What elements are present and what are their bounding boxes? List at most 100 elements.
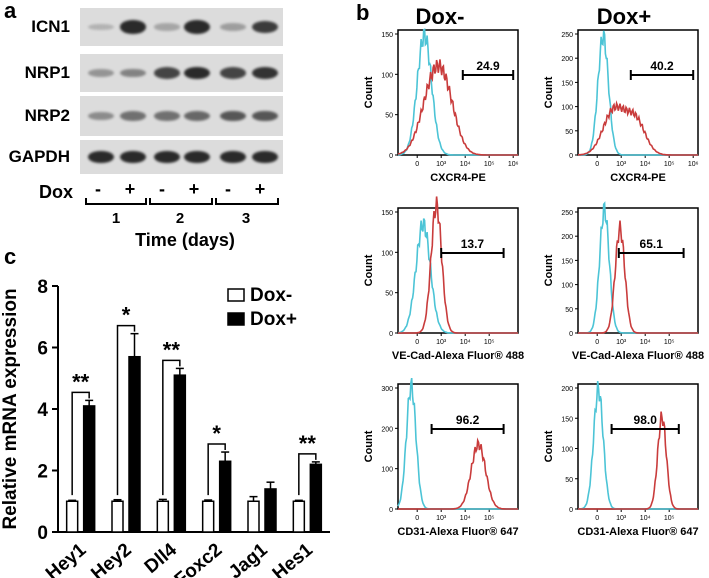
- significance-marker: *: [212, 421, 221, 446]
- y-axis-label: Relative mRNA expression: [0, 288, 21, 529]
- blot-band: [120, 68, 146, 78]
- stained-histogram: [397, 59, 518, 156]
- y-tick-label: 150: [381, 32, 393, 39]
- mrna-expression-bar-chart: 0 2 4 6 8 Relative mRNA expression ** Hey1 * Hey2…: [0, 277, 330, 578]
- x-axis-label: CD31-Alexa Fluor® 647: [577, 526, 698, 538]
- dox-row-label: Dox: [38, 182, 73, 202]
- y-axis-label: Count: [363, 430, 375, 462]
- blot-band: [220, 150, 246, 164]
- dox-sign: -: [159, 179, 165, 199]
- x-tick-label: 10⁴: [460, 339, 471, 346]
- panel-a-letter: a: [4, 0, 17, 23]
- x-tick-label: 0: [595, 161, 599, 168]
- plot-area: 0 2 4 6 8 Relative mRNA expression ** Hey1 * Hey2…: [0, 277, 330, 578]
- panel-b-letter: b: [356, 0, 370, 25]
- x-tick-label: 10³: [616, 161, 627, 168]
- y-tick-label: 150: [561, 258, 573, 265]
- x-tick-label: 10³: [616, 339, 627, 346]
- y-tick-label: 50: [565, 477, 573, 484]
- x-tick-label: 0: [415, 515, 419, 522]
- x-tick-label: 10³: [436, 515, 447, 522]
- y-tick-label: 100: [561, 105, 573, 112]
- flow-header-dox-minus: Dox-: [415, 4, 465, 29]
- y-axis-label: Count: [543, 254, 555, 286]
- flow-histogram: 0 100 200 300 0 10³ 10⁴ 10⁵ Count CD31-Alexa Fluo…: [363, 377, 519, 538]
- blot-band: [252, 21, 278, 33]
- y-tick-label: 50: [385, 113, 393, 120]
- category-label: Jag1: [225, 539, 272, 578]
- y-tick-label: 0: [389, 331, 393, 338]
- legend-label: Dox-: [250, 285, 292, 306]
- legend-label: Dox+: [250, 309, 297, 330]
- y-axis-label: Count: [363, 76, 375, 108]
- time-axis-label: Time (days): [135, 230, 235, 250]
- y-tick-label: 100: [381, 467, 393, 474]
- gate-percentage: 40.2: [650, 59, 674, 73]
- blot-band: [252, 150, 278, 164]
- significance-bracket: [298, 453, 317, 496]
- panel-c-letter: c: [4, 244, 17, 269]
- x-tick-label: 10⁴: [640, 515, 651, 522]
- bar: [173, 374, 187, 533]
- x-tick-label: 10³: [616, 515, 627, 522]
- blot-band: [120, 111, 146, 121]
- significance-bracket: [116, 324, 136, 496]
- dox-sign: +: [254, 179, 266, 199]
- blot-band: [252, 66, 278, 80]
- blot-band: [154, 150, 180, 164]
- gate-percentage: 24.9: [476, 59, 500, 73]
- blot-band: [88, 23, 114, 31]
- dox-sign: +: [188, 179, 200, 199]
- dox-sign: +: [124, 179, 136, 199]
- flow-histogram: 0 50 100 150 200 0 10³ 10⁴ 10⁵ Count CD31-Alexa Fl…: [543, 381, 699, 538]
- control-histogram: [578, 30, 698, 156]
- x-tick-label: 0: [415, 339, 419, 346]
- bar: [201, 500, 215, 533]
- blot-band: [252, 110, 278, 122]
- significance-bracket: [162, 359, 181, 496]
- x-tick-label: 10⁴: [460, 515, 471, 522]
- y-tick-label: 200: [561, 56, 573, 63]
- blot-row-label: ICN1: [31, 17, 70, 36]
- control-histogram: [578, 201, 698, 334]
- gate-percentage: 65.1: [640, 237, 664, 251]
- x-tick-label: 10⁵: [484, 515, 495, 522]
- significance-marker: **: [163, 337, 181, 362]
- bar: [309, 463, 323, 533]
- blot-band: [154, 23, 180, 31]
- stained-histogram: [578, 220, 698, 334]
- category-label: Hey1: [42, 539, 91, 578]
- blot-band: [154, 67, 180, 79]
- significance-bracket: [207, 443, 226, 496]
- x-tick-label: 10⁶: [508, 161, 519, 168]
- flow-histogram: 0 50 100 150 200 250 0 10³ 10⁴ 10⁵ Count VE-Cad-Ale…: [543, 201, 704, 362]
- blot-row-label: NRP1: [24, 63, 70, 82]
- y-tick-label: 0: [569, 153, 573, 160]
- legend-swatch: [227, 312, 245, 326]
- bar: [156, 500, 170, 533]
- x-tick-label: 10⁴: [640, 339, 651, 346]
- blot-band: [120, 20, 146, 34]
- y-tick-label: 2: [37, 462, 48, 483]
- blot-band: [88, 69, 114, 77]
- y-tick-label: 50: [565, 307, 573, 314]
- dox-sign: -: [225, 179, 231, 199]
- x-axis-label: CD31-Alexa Fluor® 647: [397, 526, 518, 538]
- category-label: Hes1: [269, 539, 318, 578]
- stained-histogram: [578, 411, 698, 510]
- y-tick-label: 100: [561, 283, 573, 290]
- y-tick-label: 150: [381, 210, 393, 217]
- x-tick-label: 10⁵: [664, 161, 675, 168]
- significance-marker: **: [299, 431, 317, 456]
- y-tick-label: 200: [561, 234, 573, 241]
- blot-band: [184, 66, 210, 80]
- blot-band: [220, 23, 246, 31]
- bar: [65, 500, 79, 533]
- y-tick-label: 250: [561, 210, 573, 217]
- y-tick-label: 6: [37, 339, 48, 360]
- x-tick-label: 10⁵: [664, 339, 675, 346]
- y-tick-label: 4: [37, 400, 48, 421]
- x-axis-label: CXCR4-PE: [610, 172, 666, 184]
- gate-percentage: 96.2: [456, 413, 480, 427]
- blot-band: [88, 150, 114, 164]
